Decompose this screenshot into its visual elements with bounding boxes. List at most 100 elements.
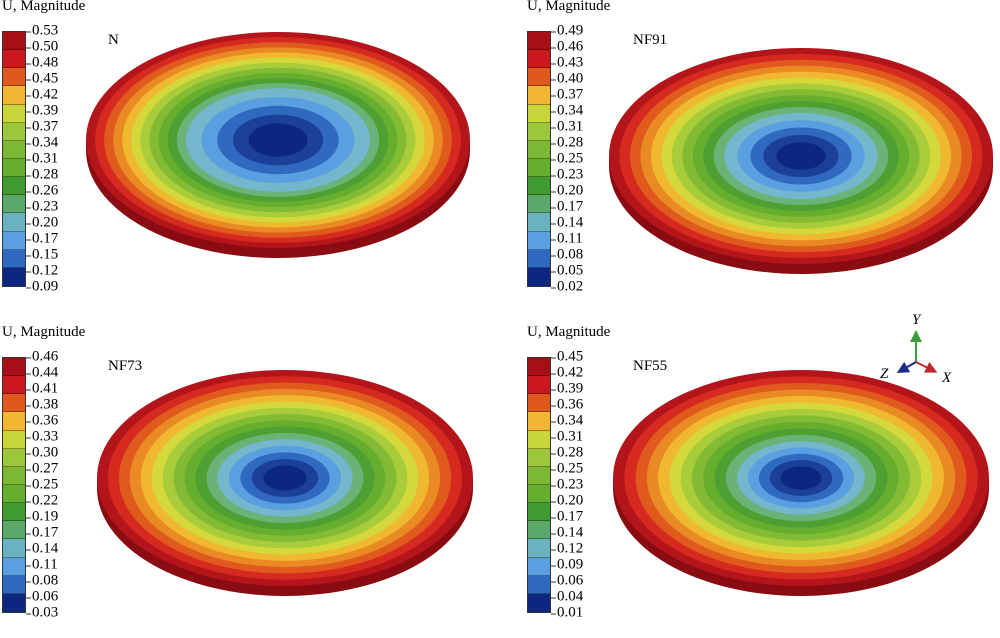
legend-color-band (528, 503, 550, 522)
legend-color-band (3, 484, 25, 504)
legend-tick-label: 0.03 (25, 604, 59, 621)
legend-tick-label: 0.19 (25, 508, 59, 525)
legend-color-band (3, 158, 25, 178)
legend-color-band (528, 68, 550, 87)
legend-color-band (3, 394, 25, 413)
legend-color-band (3, 104, 25, 123)
legend-tick-labels: 0.49 0.46 0.43 0.40 0.37 0.34 0.31 0.28 0.25 0.23… (550, 23, 617, 294)
legend-color-band (3, 539, 25, 558)
legend-tick-label: 0.02 (550, 278, 584, 295)
legend-color-band (3, 249, 25, 268)
legend-tick-label: 0.50 (25, 38, 59, 55)
legend-color-band (3, 358, 25, 377)
panel-label: NF91 (633, 32, 668, 48)
legend-tick-label: 0.34 (25, 134, 59, 151)
displacement-contour-plate (97, 370, 473, 596)
axis-z-label: Z (880, 366, 889, 382)
legend-tick-label: 0.38 (25, 396, 59, 413)
legend-color-band (3, 267, 25, 286)
legend-color-band (528, 104, 550, 123)
legend-tick-label: 0.23 (25, 198, 59, 215)
legend-color-band (528, 158, 550, 178)
legend-tick-label: 0.01 (550, 604, 584, 621)
legend-tick-label: 0.20 (25, 214, 59, 231)
legend-color-band (3, 376, 25, 395)
legend-tick-label: 0.46 (550, 38, 584, 55)
legend-color-band (528, 122, 550, 141)
legend-tick-label: 0.17 (25, 230, 59, 247)
legend-color-band (528, 430, 550, 449)
legend-tick-label: 0.30 (25, 444, 59, 461)
legend-tick-label: 0.39 (550, 380, 584, 397)
panel-nf73: U, Magnitude 0.46 0.44 0.41 0.38 0.36 0.33 0.3… (0, 324, 500, 638)
legend-color-band (3, 177, 25, 196)
legend-color-band (528, 50, 550, 69)
axis-triad: Y Z X (870, 312, 970, 392)
legend-color-band (528, 249, 550, 268)
legend-title: U, Magnitude (527, 0, 611, 14)
axis-triad-arrows (896, 330, 938, 373)
legend-color-band (528, 394, 550, 413)
legend-color-band (528, 213, 550, 232)
legend-title: U, Magnitude (2, 0, 86, 14)
legend-tick-label: 0.27 (25, 460, 59, 477)
legend-tick-label: 0.46 (25, 348, 59, 365)
legend-tick-label: 0.22 (25, 492, 59, 509)
legend-tick-label: 0.43 (550, 54, 584, 71)
legend-tick-labels: 0.45 0.42 0.39 0.36 0.34 0.31 0.28 0.25 0.23 0.20… (550, 349, 617, 620)
axis-x-label: X (942, 370, 952, 386)
legend-color-band (3, 195, 25, 214)
color-legend-bar (527, 357, 551, 613)
legend-tick-label: 0.25 (550, 150, 584, 167)
legend-tick-label: 0.36 (550, 396, 584, 413)
legend-tick-label: 0.36 (25, 412, 59, 429)
color-legend-bar (527, 31, 551, 287)
legend-tick-label: 0.37 (25, 118, 59, 135)
legend-color-band (3, 140, 25, 159)
legend-title: U, Magnitude (527, 324, 611, 340)
legend-color-band (3, 521, 25, 540)
legend-tick-label: 0.25 (25, 476, 59, 493)
legend-color-band (3, 86, 25, 105)
legend-tick-label: 0.23 (550, 166, 584, 183)
legend-color-band (3, 50, 25, 69)
legend-tick-label: 0.31 (550, 428, 584, 445)
displacement-contour-plate (609, 48, 993, 274)
legend-color-band (528, 557, 550, 576)
legend-color-band (3, 593, 25, 612)
displacement-contour-plate (86, 32, 470, 258)
legend-color-band (3, 213, 25, 232)
legend-tick-label: 0.09 (25, 278, 59, 295)
legend-color-band (528, 466, 550, 485)
panel-n: U, Magnitude 0.53 0.50 0.48 0.45 0.42 0.39 0.3… (0, 0, 500, 312)
legend-color-band (3, 575, 25, 594)
legend-color-band (3, 448, 25, 467)
legend-color-band (528, 521, 550, 540)
legend-tick-label: 0.14 (550, 524, 584, 541)
legend-tick-label: 0.31 (25, 150, 59, 167)
legend-tick-label: 0.20 (550, 492, 584, 509)
legend-tick-label: 0.41 (25, 380, 59, 397)
legend-tick-label: 0.49 (550, 22, 584, 39)
legend-color-band (3, 430, 25, 449)
legend-color-band (528, 231, 550, 250)
legend-color-band (3, 412, 25, 431)
contour-ring (248, 123, 308, 157)
legend-tick-label: 0.06 (25, 588, 59, 605)
panel-nf55: U, Magnitude 0.45 0.42 0.39 0.36 0.34 0.31 0.2… (525, 324, 1000, 638)
legend-tick-label: 0.53 (25, 22, 59, 39)
legend-tick-label: 0.11 (26, 556, 58, 573)
legend-tick-label: 0.28 (25, 166, 59, 183)
legend-tick-labels: 0.53 0.50 0.48 0.45 0.42 0.39 0.37 0.34 0.31 0.28… (25, 23, 92, 294)
legend-tick-label: 0.42 (550, 364, 584, 381)
contour-ring (776, 142, 826, 170)
axis-y-label: Y (912, 312, 921, 328)
legend-tick-label: 0.12 (25, 262, 59, 279)
legend-title: U, Magnitude (2, 324, 86, 340)
color-legend-bar (2, 31, 26, 287)
legend-tick-label: 0.08 (25, 572, 59, 589)
legend-tick-label: 0.48 (25, 54, 59, 71)
displacement-contour-plate (613, 370, 989, 596)
legend-color-band (528, 376, 550, 395)
legend-tick-label: 0.09 (550, 556, 584, 573)
